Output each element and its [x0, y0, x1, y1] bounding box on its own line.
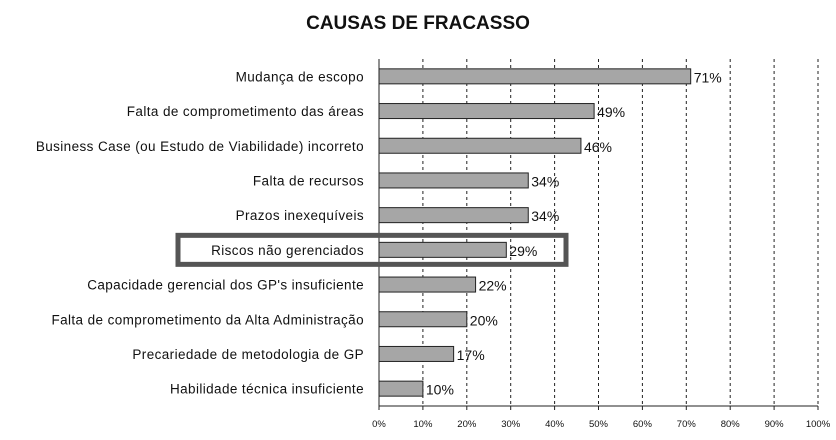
category-label: Mudança de escopo	[236, 69, 364, 84]
category-label: Falta de comprometimento das áreas	[127, 104, 364, 119]
highlight	[175, 232, 569, 267]
bar	[378, 207, 529, 224]
value-label: 17%	[457, 347, 485, 363]
value-label: 29%	[509, 243, 537, 259]
category-label: Business Case (ou Estudo de Viabilidade)…	[36, 139, 364, 154]
bar	[378, 241, 507, 258]
category-label: Capacidade gerencial dos GP's insuficien…	[87, 278, 364, 293]
x-tick-label: 80%	[721, 419, 741, 430]
x-tick-label: 70%	[677, 419, 697, 430]
value-label: 22%	[479, 278, 507, 294]
chart-title: CAUSAS DE FRACASSO	[306, 13, 530, 34]
x-tick-label: 90%	[765, 419, 785, 430]
x-tick-label: 100%	[806, 419, 831, 430]
value-label: 49%	[597, 104, 625, 120]
value-label: 34%	[531, 208, 559, 224]
x-tick-label: 10%	[413, 419, 433, 430]
bar	[378, 345, 455, 362]
category-label: Prazos inexequíveis	[236, 208, 364, 223]
bar	[378, 172, 529, 189]
x-tick-label: 0%	[372, 419, 386, 430]
value-label: 20%	[470, 312, 498, 328]
category-label: Falta de comprometimento da Alta Adminis…	[51, 312, 364, 327]
value-label: 10%	[426, 382, 454, 398]
bar	[378, 276, 477, 293]
category-label: Falta de recursos	[253, 173, 364, 188]
x-tick-label: 60%	[633, 419, 653, 430]
bar	[378, 311, 468, 328]
bar	[378, 137, 582, 154]
category-label: Precariedade de metodologia de GP	[132, 347, 364, 362]
value-label: 34%	[531, 173, 559, 189]
x-tick-label: 30%	[501, 419, 521, 430]
value-label: 71%	[694, 69, 722, 85]
bars: Mudança de escopo 71% Falta de comprometim…	[36, 68, 722, 398]
highlight-box	[175, 232, 569, 267]
x-tick-label: 50%	[589, 419, 609, 430]
bar	[378, 68, 692, 85]
bar	[378, 103, 595, 120]
category-label: Habilidade técnica insuficiente	[170, 382, 364, 397]
bar	[378, 380, 424, 397]
x-tick-label: 40%	[545, 419, 565, 430]
x-tick-label: 20%	[457, 419, 477, 430]
value-label: 46%	[584, 139, 612, 155]
category-label: Riscos não gerenciados	[211, 243, 364, 258]
x-axis: 0% 10% 20% 30% 40% 50% 60% 70% 80% 90% 100%	[372, 59, 831, 430]
